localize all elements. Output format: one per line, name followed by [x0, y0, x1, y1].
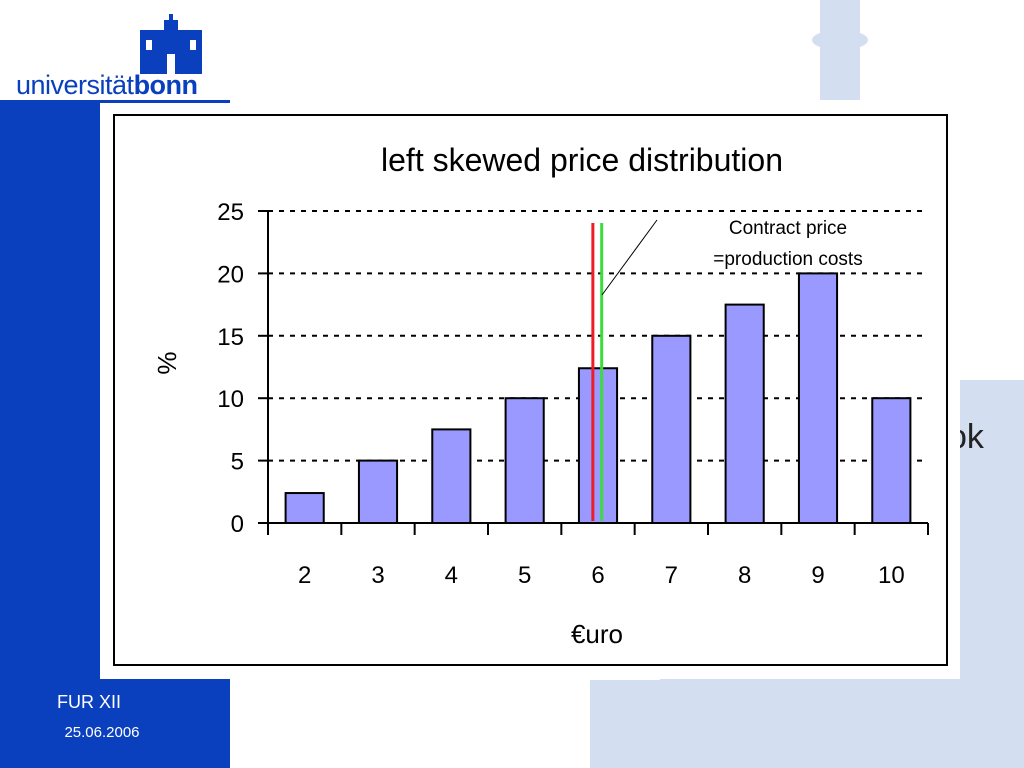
bar-5 [504, 397, 545, 525]
bar-8 [724, 303, 765, 524]
bar-3 [357, 459, 399, 525]
logo-text-bold: bonn [133, 70, 198, 100]
axes: 0 5 10 15 20 25 2 3 4 5 6 7 8 9 10 [217, 199, 929, 589]
annotation-leader-line [601, 219, 658, 296]
bar-4 [431, 428, 472, 524]
x-tick-label: 2 [298, 562, 311, 589]
bar-9 [797, 272, 839, 524]
x-tick-label: 8 [738, 562, 751, 589]
price-lines [591, 223, 604, 521]
y-tick-label: 5 [231, 449, 244, 476]
y-tick-label: 15 [217, 324, 244, 351]
x-axis-title: €uro [571, 619, 623, 649]
x-tick-label: 10 [878, 562, 905, 589]
y-axis-title: % [152, 351, 182, 374]
y-tick-label: 0 [231, 511, 244, 538]
building-logo-icon [140, 14, 202, 74]
annotation-line-2: =production costs [713, 249, 862, 270]
bar-6 [577, 367, 619, 524]
logo-text-regular: universität [16, 70, 134, 100]
x-tick-label: 7 [665, 562, 678, 589]
x-tick-label: 4 [445, 562, 458, 589]
footer-date-label: 25.06.2006 [64, 724, 140, 741]
x-tick-label: 3 [371, 562, 384, 589]
x-tick-label: 6 [591, 562, 604, 589]
annotation: Contract price =production costs [601, 218, 863, 296]
chart-title: left skewed price distribution [381, 142, 783, 178]
footer-event-label: FUR XII [56, 692, 121, 712]
chart-panel: left skewed price distribution % €uro 0 5… [100, 103, 960, 679]
y-tick-label: 20 [217, 261, 244, 288]
y-tick-label: 10 [217, 386, 244, 413]
bar-10 [871, 397, 912, 525]
university-logo: universitätbonn [0, 0, 230, 100]
x-tick-label: 5 [518, 562, 531, 589]
x-tick-label: 9 [811, 562, 824, 589]
bar-7 [651, 334, 692, 524]
annotation-line-1: Contract price [729, 218, 847, 239]
bars [284, 272, 912, 525]
logo-wordmark: universitätbonn [16, 70, 198, 101]
bar-2 [284, 492, 325, 525]
bar-chart: left skewed price distribution % €uro 0 5… [113, 114, 948, 666]
y-tick-label: 25 [217, 199, 244, 226]
